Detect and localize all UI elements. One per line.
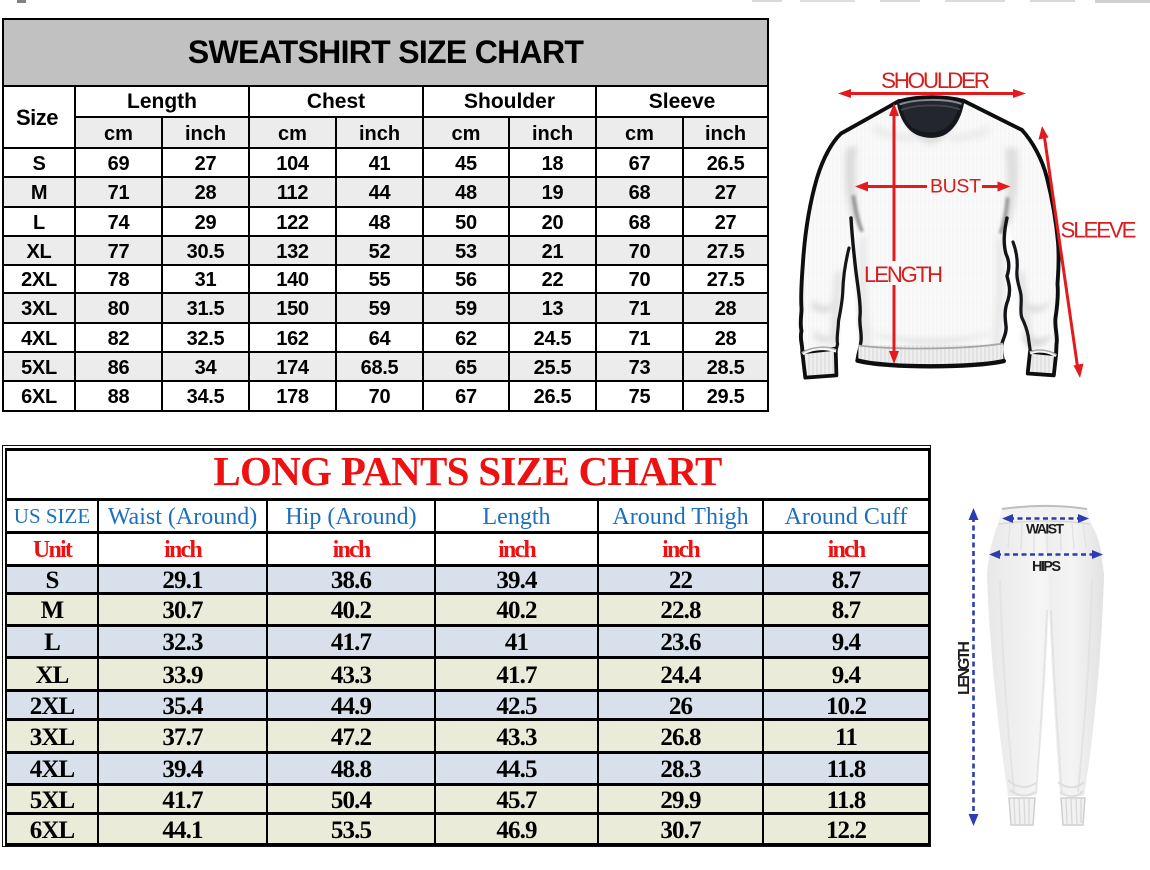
svg-text:LENGTH: LENGTH bbox=[864, 262, 943, 287]
svg-text:LENGTH: LENGTH bbox=[956, 641, 973, 695]
svg-text:SHOULDER: SHOULDER bbox=[881, 68, 990, 93]
svg-text:HIPS: HIPS bbox=[1032, 559, 1061, 575]
svg-text:BUST: BUST bbox=[930, 176, 981, 198]
svg-text:SLEEVE: SLEEVE bbox=[1061, 218, 1137, 243]
svg-text:WAIST: WAIST bbox=[1026, 521, 1064, 537]
